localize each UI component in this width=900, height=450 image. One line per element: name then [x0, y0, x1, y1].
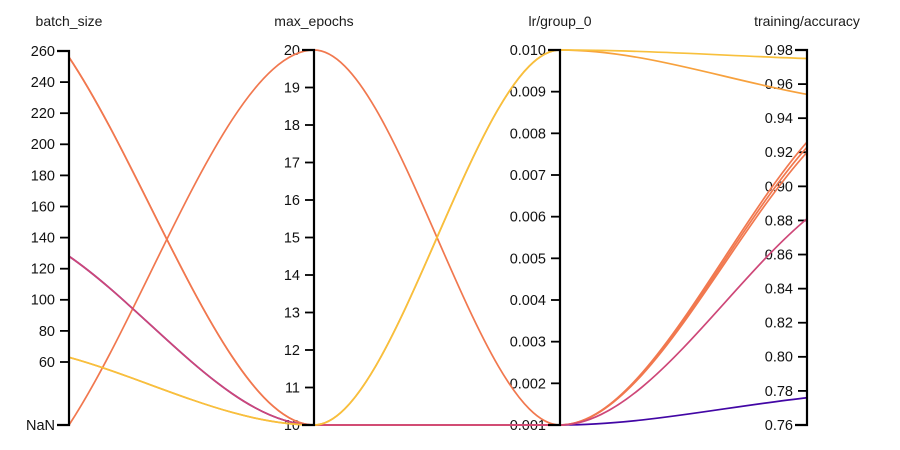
- axis-lr_group_0: lr/group_0 0.010 0.009 0.008 0.007 0.006 0.005…: [510, 13, 592, 434]
- tick-label-batch_size-NaN: NaN: [26, 418, 55, 434]
- axis-title-lr_group_0[interactable]: lr/group_0: [528, 13, 591, 29]
- tick-label-lr_group_0-0.009: 0.009: [510, 85, 546, 101]
- tick-label-training_accuracy-0.82: 0.82: [765, 316, 793, 332]
- tick-label-training_accuracy-0.84: 0.84: [765, 282, 793, 298]
- run-line-4[interactable]: [68, 217, 808, 426]
- tick-label-training_accuracy-0.92: 0.92: [765, 145, 793, 161]
- tick-label-batch_size-220: 220: [31, 106, 55, 122]
- tick-label-batch_size-100: 100: [31, 293, 55, 309]
- tick-label-batch_size-160: 160: [31, 199, 55, 215]
- axis-line-training_accuracy[interactable]: [795, 48, 809, 427]
- tick-label-lr_group_0-0.005: 0.005: [510, 251, 546, 267]
- tick-label-batch_size-120: 120: [31, 262, 55, 278]
- tick-label-batch_size-140: 140: [31, 231, 55, 247]
- tick-label-lr_group_0-0.010: 0.010: [510, 43, 546, 59]
- run-line-5[interactable]: [68, 49, 808, 426]
- tick-label-training_accuracy-0.96: 0.96: [765, 77, 793, 93]
- axis-training_accuracy: training/accuracy0.980.960.940.920.900.8…: [754, 13, 860, 434]
- tick-label-max_epochs-13: 13: [284, 305, 300, 321]
- axis-line-lr_group_0[interactable]: [548, 48, 562, 427]
- run-lines-layer: [68, 49, 808, 426]
- axis-line-batch_size[interactable]: [57, 49, 71, 427]
- tick-label-training_accuracy-0.78: 0.78: [765, 384, 793, 400]
- tick-label-lr_group_0-0.006: 0.006: [510, 210, 546, 226]
- tick-label-lr_group_0-0.004: 0.004: [510, 293, 546, 309]
- tick-label-training_accuracy-0.98: 0.98: [765, 43, 793, 59]
- axis-title-max_epochs[interactable]: max_epochs: [274, 13, 353, 29]
- tick-label-training_accuracy-0.94: 0.94: [765, 111, 793, 127]
- tick-label-training_accuracy-0.80: 0.80: [765, 350, 793, 366]
- run-line-0[interactable]: [68, 255, 808, 426]
- tick-label-training_accuracy-0.88: 0.88: [765, 213, 793, 229]
- tick-label-lr_group_0-0.008: 0.008: [510, 126, 546, 142]
- tick-label-batch_size-240: 240: [31, 75, 55, 91]
- tick-label-max_epochs-18: 18: [284, 118, 300, 134]
- tick-label-batch_size-200: 200: [31, 137, 55, 153]
- tick-label-batch_size-80: 80: [39, 324, 55, 340]
- run-line-6[interactable]: [68, 49, 808, 426]
- tick-label-lr_group_0-0.007: 0.007: [510, 168, 546, 184]
- tick-label-training_accuracy-0.76: 0.76: [765, 418, 793, 434]
- axis-title-batch_size[interactable]: batch_size: [36, 13, 103, 29]
- tick-label-lr_group_0-0.003: 0.003: [510, 335, 546, 351]
- axis-title-training_accuracy[interactable]: training/accuracy: [754, 13, 860, 29]
- tick-label-max_epochs-15: 15: [284, 230, 300, 246]
- tick-label-max_epochs-11: 11: [285, 380, 300, 396]
- tick-label-max_epochs-16: 16: [284, 193, 300, 209]
- tick-label-max_epochs-19: 19: [284, 80, 300, 96]
- tick-label-batch_size-260: 260: [31, 44, 55, 60]
- run-line-3[interactable]: [68, 49, 808, 426]
- tick-label-max_epochs-12: 12: [284, 343, 300, 359]
- tick-label-max_epochs-14: 14: [284, 268, 300, 284]
- axis-batch_size: batch_size 260 240 220 200 180 160 140 120 100 80 6…: [26, 13, 103, 434]
- tick-label-lr_group_0-0.002: 0.002: [510, 376, 546, 392]
- axis-line-max_epochs[interactable]: [302, 48, 316, 427]
- axes-lines-layer: [57, 48, 809, 427]
- tick-label-batch_size-180: 180: [31, 168, 55, 184]
- tick-label-max_epochs-17: 17: [284, 155, 300, 171]
- tick-label-lr_group_0-0.001: 0.001: [510, 418, 546, 434]
- tick-label-batch_size-60: 60: [39, 355, 55, 371]
